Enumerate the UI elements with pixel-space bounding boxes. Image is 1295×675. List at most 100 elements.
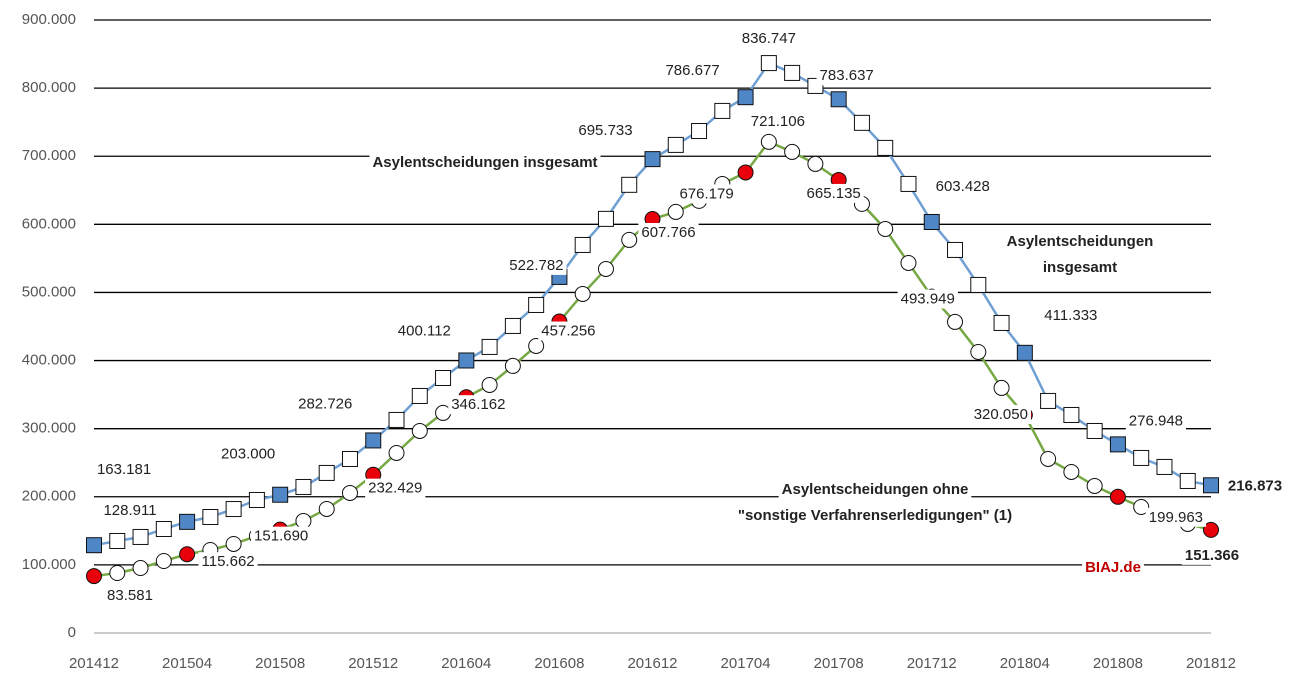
data-point: [900, 254, 917, 271]
data-point: [760, 133, 777, 150]
data-point: [435, 369, 452, 386]
data-point: [341, 450, 358, 467]
data-label: 320.050: [974, 406, 1028, 423]
data-label: 665.135: [807, 185, 861, 202]
data-point: [807, 155, 824, 172]
data-label: 216.873: [1228, 477, 1282, 494]
data-point: [1040, 392, 1057, 409]
data-point: [1086, 477, 1103, 494]
data-point: [1203, 521, 1219, 538]
data-point: [784, 143, 801, 160]
annotation: insgesamt: [1043, 259, 1117, 276]
data-label: 607.766: [641, 224, 695, 241]
x-tick-label: 201608: [534, 655, 584, 672]
annotation-bg: [1003, 231, 1157, 251]
data-point: [504, 357, 521, 374]
y-tick-label: 200.000: [22, 488, 76, 505]
data-point: [1063, 406, 1080, 423]
data-label: 721.106: [751, 113, 805, 130]
data-label-bg: [897, 289, 958, 309]
data-point: [411, 387, 428, 404]
data-point: [1203, 477, 1219, 494]
x-tick-label: 201812: [1186, 655, 1236, 672]
data-point: [132, 560, 149, 577]
data-point: [993, 314, 1010, 331]
y-tick-label: 600.000: [22, 215, 76, 232]
data-point: [318, 500, 335, 517]
data-label: 786.677: [665, 62, 719, 79]
data-label: 836.747: [742, 30, 796, 47]
data-point: [923, 213, 940, 230]
data-point: [830, 91, 847, 108]
data-point: [155, 553, 172, 570]
data-point: [1156, 458, 1173, 475]
data-label-bg: [638, 223, 699, 243]
data-point: [691, 123, 708, 140]
data-label: 603.428: [936, 178, 990, 195]
data-label-bg: [1125, 411, 1187, 431]
data-label-bg: [816, 66, 877, 86]
data-point: [225, 501, 242, 518]
data-point: [225, 535, 242, 552]
data-label-bg: [738, 29, 799, 49]
data-point: [644, 151, 661, 168]
x-tick-label: 201604: [441, 655, 491, 672]
data-point: [667, 203, 684, 220]
data-point: [621, 231, 638, 248]
series-line: [93, 61, 1212, 547]
data-point: [504, 317, 521, 334]
data-label-bg: [662, 61, 723, 81]
x-tick-label: 201712: [907, 655, 957, 672]
data-point: [481, 338, 498, 355]
x-tick-label: 201808: [1093, 655, 1143, 672]
data-point: [970, 276, 987, 293]
data-point: [947, 241, 964, 258]
data-point: [1179, 472, 1196, 489]
data-point: [388, 411, 405, 428]
data-label-bg: [676, 184, 737, 204]
data-label-bg: [394, 321, 454, 341]
x-tick-label: 201804: [1000, 655, 1050, 672]
annotation-bg: [1082, 557, 1144, 577]
data-point: [877, 139, 894, 156]
data-point: [528, 296, 545, 313]
labels: 128.911 163.181 203.000 282.726 400.112 522.7…: [97, 30, 1282, 604]
data-point: [1133, 449, 1150, 466]
data-point: [86, 568, 102, 585]
annotation: BIAJ.de: [1085, 559, 1141, 576]
data-label-bg: [295, 394, 356, 414]
data-point: [737, 89, 754, 106]
data-point: [714, 102, 731, 119]
data-label: 400.112: [398, 322, 451, 339]
data-point: [667, 136, 684, 153]
y-tick-label: 800.000: [22, 79, 76, 96]
data-label: 115.662: [202, 553, 255, 570]
data-label-bg: [1224, 476, 1286, 496]
data-point: [900, 175, 917, 192]
data-label-bg: [932, 176, 993, 196]
data-label-bg: [1145, 507, 1207, 527]
data-point: [481, 376, 498, 393]
data-point: [318, 464, 335, 481]
data-point: [877, 220, 894, 237]
data-label-bg: [747, 111, 808, 131]
data-label-bg: [365, 478, 426, 498]
data-label: 676.179: [679, 185, 733, 202]
data-label-bg: [1181, 545, 1243, 565]
data-label: 163.181: [97, 461, 151, 478]
x-tick-label: 201504: [162, 655, 212, 672]
x-tick-label: 201704: [721, 655, 771, 672]
data-point: [1109, 436, 1126, 453]
y-tick-label: 700.000: [22, 147, 76, 164]
data-label: 232.429: [368, 480, 422, 497]
y-tick-label: 0: [68, 624, 76, 641]
data-point: [853, 114, 870, 131]
label-boxes: [93, 29, 1286, 606]
data-label: 199.963: [1149, 509, 1203, 526]
x-tick-label: 201508: [255, 655, 305, 672]
data-point: [760, 55, 777, 72]
data-point: [1016, 344, 1033, 361]
annotation: Asylentscheidungen: [1007, 233, 1154, 250]
data-point: [737, 164, 754, 181]
data-point: [248, 491, 265, 508]
